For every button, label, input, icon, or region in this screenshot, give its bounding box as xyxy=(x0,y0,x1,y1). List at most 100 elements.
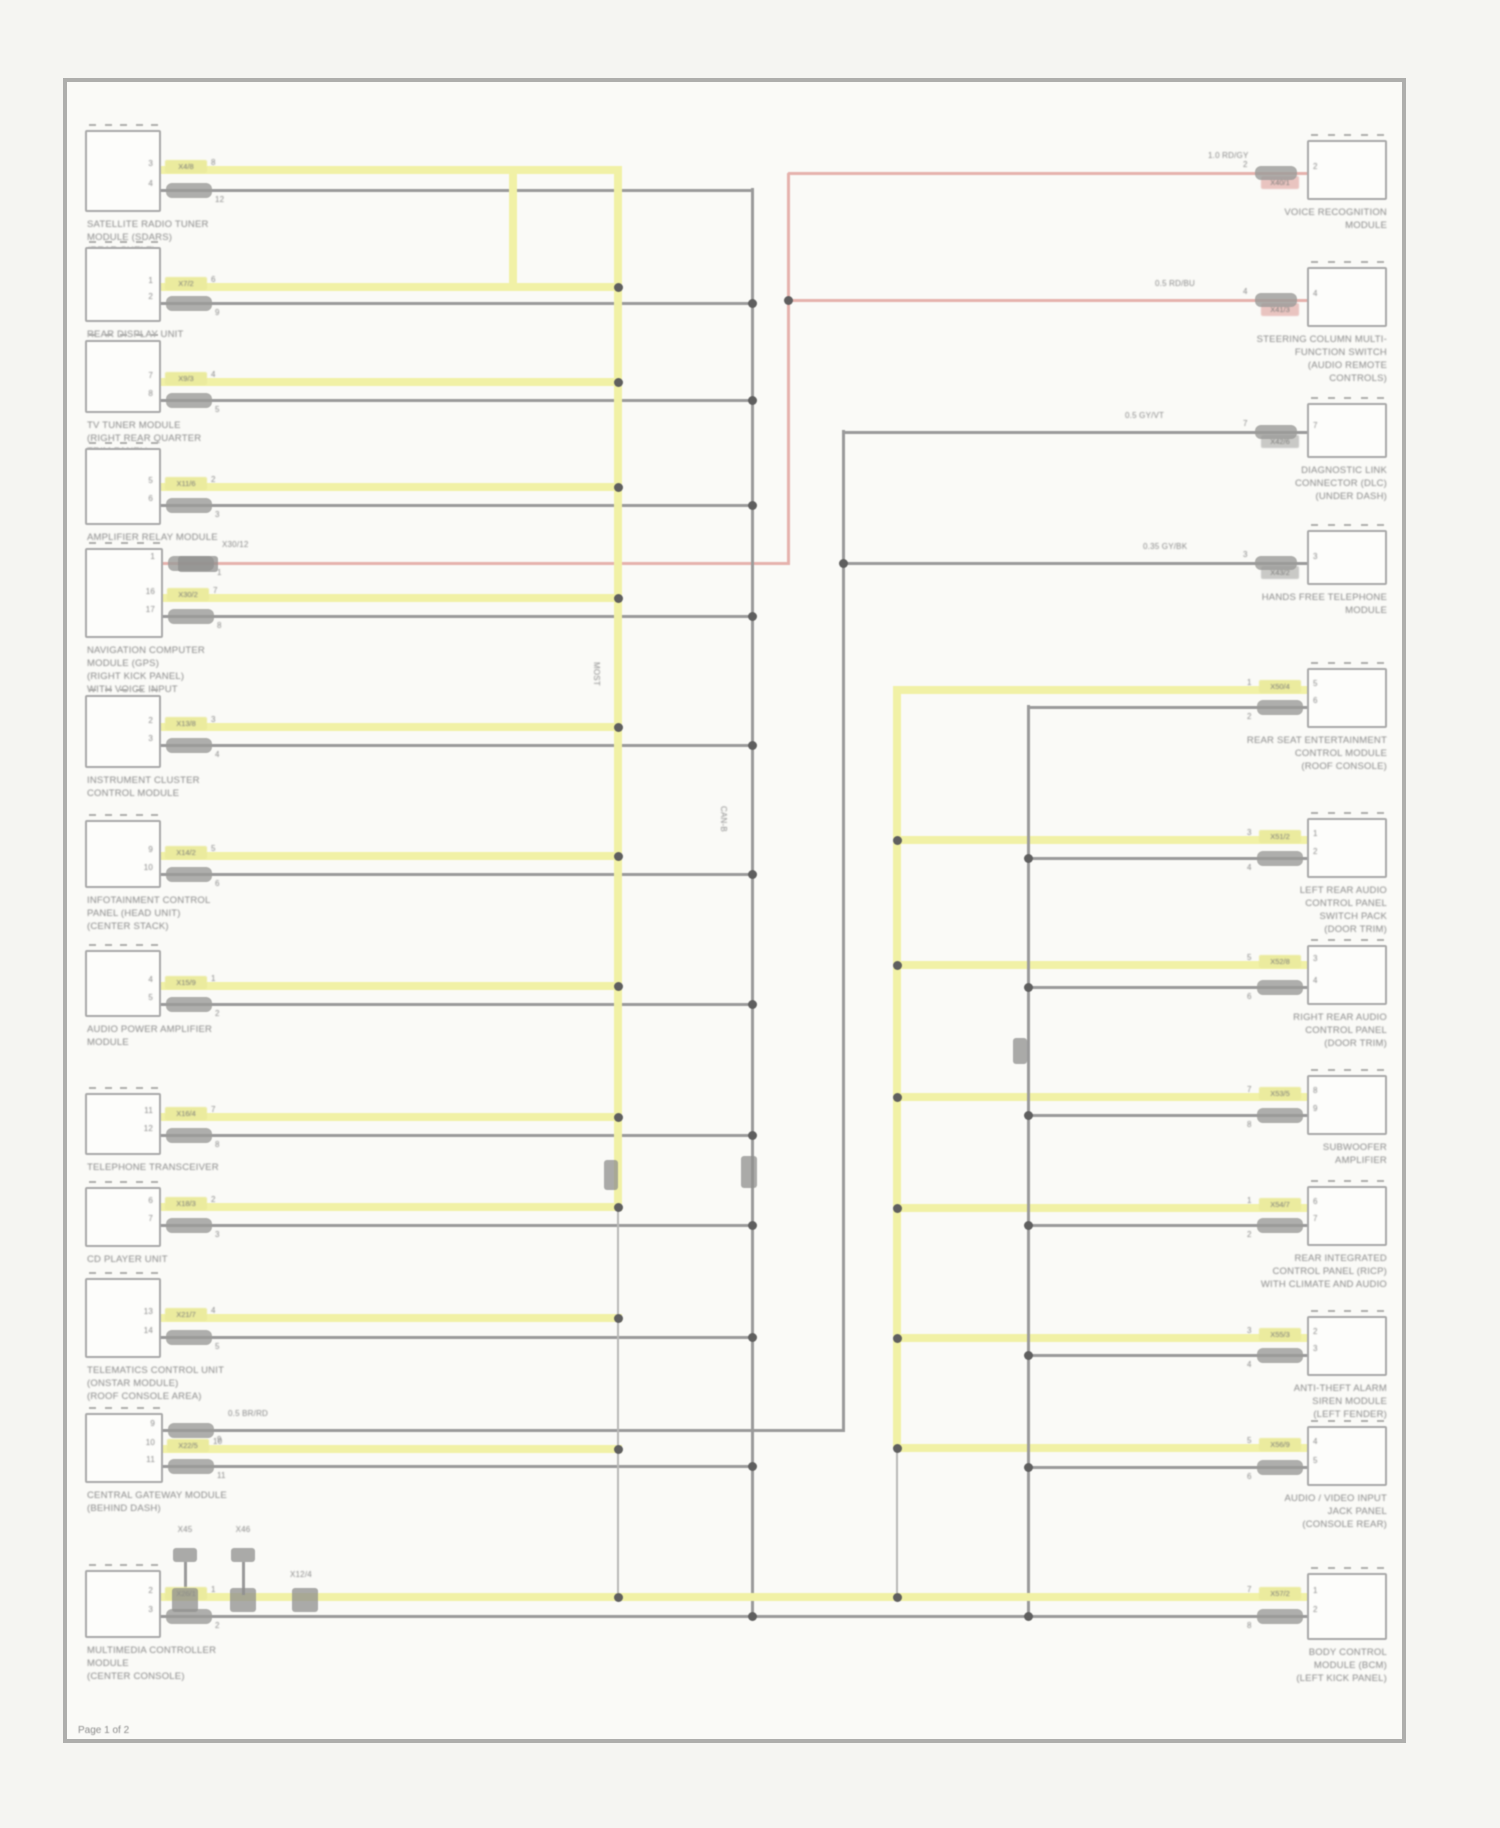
module-connector-tick xyxy=(89,1564,96,1566)
module-connector-tick xyxy=(151,241,158,243)
module-label-line: HANDS FREE TELEPHONE xyxy=(1261,592,1387,603)
connector-symbol xyxy=(166,1330,212,1345)
module-connector-tick xyxy=(104,334,112,336)
module-connector-tick xyxy=(151,1181,158,1183)
wire-segment-yellow xyxy=(897,836,1307,844)
module-connector-tick xyxy=(89,944,96,946)
module-connector-tick xyxy=(1344,134,1351,136)
inside-pin-label: 8 xyxy=(1313,1086,1318,1095)
module-label-line: REAR INTEGRATED xyxy=(1294,1253,1387,1264)
junction-dot xyxy=(747,1332,757,1342)
module-connector-tick xyxy=(1377,1567,1384,1569)
junction-dot xyxy=(747,298,757,308)
pin-label: 8 xyxy=(1247,1120,1252,1129)
wire-segment-yellow xyxy=(161,982,622,990)
inside-pin-label: 5 xyxy=(1313,1456,1318,1465)
module-label-line: FUNCTION SWITCH xyxy=(1294,347,1387,358)
module-label-line: (RIGHT KICK PANEL) xyxy=(87,671,185,682)
module-connector-tick xyxy=(1377,134,1384,136)
module-label-L13: MULTIMEDIA CONTROLLER MODULE (CENTER CONSO… xyxy=(87,1644,367,1683)
stub-connector-label: X45 xyxy=(177,1525,193,1534)
module-connector-tick xyxy=(89,542,96,544)
module-box-R3 xyxy=(1307,403,1387,458)
connector-symbol xyxy=(1255,166,1297,180)
wire-segment-yellow xyxy=(161,852,622,860)
junction-dot xyxy=(613,1202,623,1212)
module-box-R12 xyxy=(1307,1573,1387,1640)
module-connector-tick xyxy=(151,1564,158,1566)
pin-label: 1 xyxy=(211,1585,216,1594)
wire-segment-yellow xyxy=(161,594,622,602)
module-connector-tick xyxy=(104,689,112,691)
inside-pin-label: 1 xyxy=(1313,1586,1318,1595)
wire-segment-gray xyxy=(161,1336,753,1339)
module-label-line: AMPLIFIER xyxy=(1335,1155,1387,1166)
pin-label: 2 xyxy=(211,475,216,484)
pin-label: 6 xyxy=(1247,992,1252,1001)
pin-label: 5 xyxy=(215,1342,220,1351)
junction-dot xyxy=(747,869,757,879)
connector-label-block: X53/5 xyxy=(1259,1087,1301,1100)
inside-pin-label: 1 xyxy=(150,552,155,561)
module-label-line: CONTROL MODULE xyxy=(1294,748,1387,759)
wire-segment-gray xyxy=(1028,1114,1307,1117)
wire-segment-gray xyxy=(843,562,1307,565)
module-connector-tick xyxy=(1377,1069,1384,1071)
junction-dot xyxy=(613,1592,623,1602)
wire-segment-gray xyxy=(1028,1354,1307,1357)
bus-line-gray xyxy=(842,430,845,1430)
pin-label: 9 xyxy=(215,308,220,317)
bus-line-thin xyxy=(896,1448,898,1597)
pin-label: 9 xyxy=(217,1435,222,1444)
pin-label: 5 xyxy=(1247,953,1252,962)
module-connector-tick xyxy=(1360,812,1368,814)
bus-line-pink xyxy=(787,173,790,565)
module-label-L9: TELEPHONE TRANSCEIVER xyxy=(87,1161,367,1174)
inside-pin-label: 7 xyxy=(1313,421,1318,430)
module-label-line: AUDIO POWER AMPLIFIER xyxy=(87,1024,213,1035)
module-label-R12: BODY CONTROL MODULE (BCM) (LEFT KICK PANEL… xyxy=(1175,1646,1387,1685)
wire-segment-gray xyxy=(161,399,753,402)
wire-segment-gray xyxy=(161,1429,845,1432)
pin-label: 10 xyxy=(213,1437,223,1446)
pin-label: 4 xyxy=(211,1306,216,1315)
module-label-line: SATELLITE RADIO TUNER xyxy=(87,219,209,230)
junction-dot xyxy=(892,1443,902,1453)
module-connector-tick xyxy=(1327,1567,1335,1569)
pin-label: 7 xyxy=(211,1105,216,1114)
module-box-R1 xyxy=(1307,140,1387,200)
wire-spec-label: 1.0 RD/GY xyxy=(1208,151,1249,160)
inside-pin-label: 2 xyxy=(148,1586,153,1595)
pin-label: 6 xyxy=(215,879,220,888)
pin-label: 2 xyxy=(1243,160,1248,169)
module-label-line: TELEMATICS CONTROL UNIT xyxy=(87,1365,225,1376)
connector-label-block: X21/7 xyxy=(165,1308,207,1321)
module-connector-tick xyxy=(135,334,143,336)
wire-segment-gray xyxy=(843,431,1307,434)
module-connector-tick xyxy=(1311,812,1318,814)
junction-dot xyxy=(1023,1220,1033,1230)
pin-label: 4 xyxy=(215,750,220,759)
connector-label-block: X13/8 xyxy=(165,717,207,730)
module-box-R8 xyxy=(1307,1075,1387,1135)
connector-label-block: X16/4 xyxy=(165,1107,207,1120)
pin-label: 4 xyxy=(1247,863,1252,872)
pin-label: 8 xyxy=(1247,1621,1252,1630)
wire-segment-gray xyxy=(161,302,753,305)
module-label-R5: REAR SEAT ENTERTAINMENT CONTROL MODULE (RO… xyxy=(1175,734,1387,773)
module-label-L6: INSTRUMENT CLUSTER CONTROL MODULE xyxy=(87,774,367,800)
module-label-line: ANTI-THEFT ALARM xyxy=(1293,1383,1387,1394)
wire-segment-gray xyxy=(161,615,753,618)
module-label-line: VOICE RECOGNITION xyxy=(1284,207,1387,218)
module-label-R7: RIGHT REAR AUDIO CONTROL PANEL (DOOR TRIM) xyxy=(1175,1011,1387,1050)
pin-label: 2 xyxy=(215,1009,220,1018)
wire-segment-yellow xyxy=(161,723,622,731)
pin-label: 8 xyxy=(211,158,216,167)
connector-label-block: X57/2 xyxy=(1259,1587,1301,1600)
inside-pin-label: 2 xyxy=(1313,847,1318,856)
module-connector-tick xyxy=(151,1087,158,1089)
bus-name-label: CAN-B xyxy=(719,806,728,832)
module-connector-tick xyxy=(1360,134,1368,136)
module-label-line: CONTROL PANEL xyxy=(1305,898,1387,909)
inside-pin-label: 2 xyxy=(1313,162,1318,171)
